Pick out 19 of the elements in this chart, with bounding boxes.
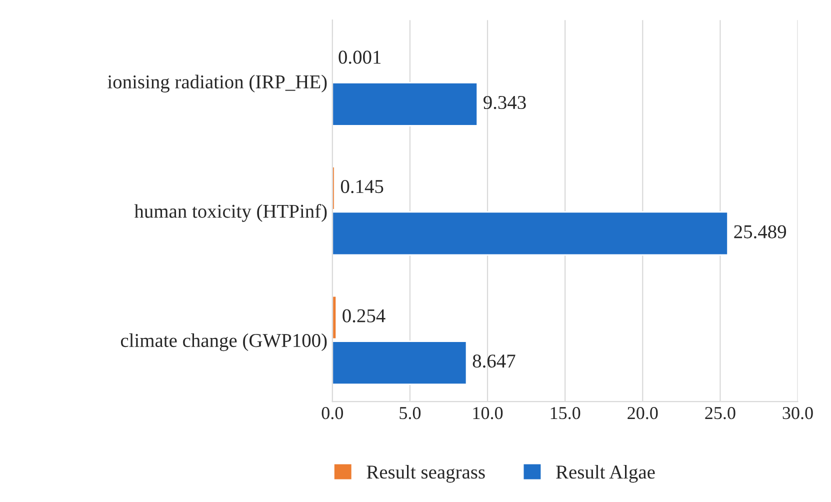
data-label: 0.001 bbox=[338, 50, 381, 64]
x-tick-label: 15.0 bbox=[550, 406, 580, 420]
legend-label: Result Algae bbox=[556, 465, 655, 483]
data-label: 0.254 bbox=[342, 309, 386, 322]
y-tick-label: ionising radiation (IRP_HE) bbox=[108, 74, 327, 92]
data-label: 9.343 bbox=[484, 96, 526, 110]
x-tick-label: 0.0 bbox=[322, 406, 343, 420]
x-tick-label: 10.0 bbox=[473, 406, 503, 420]
data-label: 8.647 bbox=[472, 354, 516, 368]
y-tick-label: human toxicity (HTPinf) bbox=[134, 204, 327, 222]
x-tick-label: 20.0 bbox=[628, 406, 658, 420]
legend-label: Result seagrass bbox=[366, 465, 485, 483]
bar bbox=[332, 82, 478, 126]
x-tick-label: 25.0 bbox=[705, 406, 736, 420]
y-tick-label: climate change (GWP100) bbox=[120, 333, 327, 352]
x-tick-label: 30.0 bbox=[782, 406, 813, 420]
x-tick-label: 5.0 bbox=[400, 406, 421, 420]
data-label: 25.489 bbox=[734, 225, 786, 238]
data-label: 0.145 bbox=[340, 180, 384, 194]
